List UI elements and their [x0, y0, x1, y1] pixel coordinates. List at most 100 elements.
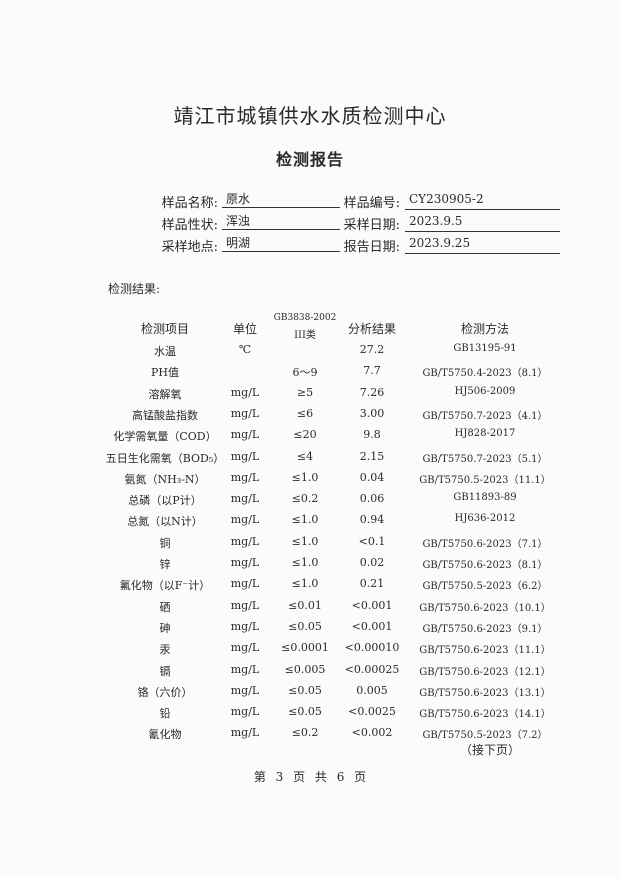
row-result: <0.002 [351, 726, 393, 740]
row-item: 氟化物（以F⁻计） [119, 579, 211, 593]
row-result: 27.2 [359, 343, 385, 356]
row-item: 高锰酸盐指数 [132, 408, 198, 422]
row-method: GB/T5750.6-2023（8.1） [422, 560, 548, 571]
row-item: 五日生化需氧（BOD₅） [105, 451, 225, 465]
row-standard: 6～9 [292, 366, 318, 380]
row-item: 总磷（以P计） [128, 494, 202, 508]
results-label: 检测结果: [108, 282, 161, 296]
row-item: 氰化物 [148, 728, 182, 742]
sample-state-label: 样品性状: [161, 218, 218, 233]
row-method: GB/T5750.5-2023（7.2） [422, 730, 548, 742]
row-unit: mg/L [230, 556, 260, 569]
row-item: 总氮（以N计） [127, 515, 203, 529]
sampling-date-label: 采样日期: [343, 218, 400, 233]
row-standard: ≤0.05 [288, 683, 322, 697]
row-standard: ≤0.01 [288, 598, 322, 612]
row-result: 7.7 [363, 364, 381, 378]
row-unit: mg/L [230, 492, 260, 506]
page-number: 第 3 页 共 6 页 [253, 770, 367, 784]
row-standard: ≤6 [296, 406, 314, 420]
row-method: GB/T5750.6-2023（11.1） [419, 645, 551, 657]
header-standard-class: III类 [294, 330, 316, 341]
row-method: GB/T5750.5-2023（11.1） [419, 474, 551, 486]
row-standard: ≤0.0001 [281, 641, 329, 655]
row-item: 化学需氧量（COD） [113, 430, 217, 444]
row-item: 溶解氧 [148, 387, 182, 401]
row-standard: ≤20 [293, 428, 317, 442]
row-unit: mg/L [230, 705, 260, 719]
row-standard: ≤0.05 [288, 705, 322, 719]
row-result: 7.26 [359, 385, 385, 399]
row-unit: mg/L [230, 428, 260, 442]
document-title: 靖江市城镇供水水质检测中心 [173, 104, 447, 128]
row-result: <0.00025 [344, 662, 400, 676]
row-unit: mg/L [230, 726, 260, 740]
row-result: 0.005 [356, 683, 388, 697]
row-result: 2.15 [359, 449, 385, 463]
row-result: 0.04 [359, 470, 385, 484]
row-unit: mg/L [230, 662, 260, 676]
sampling-site-label: 采样地点: [161, 240, 218, 255]
row-result: <0.00010 [344, 641, 400, 655]
sampling-date-value: 2023.9.5 [405, 214, 560, 232]
continued-note: （接下页） [459, 743, 520, 757]
row-item: PH值 [151, 366, 179, 380]
row-item: 铬（六价） [137, 685, 193, 699]
row-method: GB/T5750.6-2023（10.1） [419, 602, 551, 614]
row-method: GB13195-91 [453, 343, 517, 354]
row-item: 锌 [159, 558, 171, 571]
sample-no-label: 样品编号: [343, 196, 400, 211]
row-item: 铜 [159, 536, 171, 550]
row-result: 3.00 [359, 406, 385, 420]
row-standard: ≤1.0 [291, 577, 319, 591]
row-unit: mg/L [230, 470, 260, 484]
header-item: 检测项目 [140, 322, 189, 336]
report-date-label: 报告日期: [343, 240, 400, 255]
document-subtitle: 检测报告 [275, 150, 344, 169]
report-date-value: 2023.9.25 [405, 236, 560, 254]
row-method: GB/T5750.7-2023（5.1） [422, 453, 548, 465]
row-method: GB/T5750.6-2023（9.1） [422, 623, 548, 635]
row-unit: mg/L [230, 683, 260, 697]
row-result: 0.21 [359, 577, 385, 591]
row-standard: ≤1.0 [291, 534, 319, 548]
sampling-site-value: 明湖 [222, 234, 340, 252]
row-standard: ≤0.2 [291, 726, 319, 740]
row-standard: ≤1.0 [291, 556, 319, 569]
row-result: <0.001 [351, 619, 393, 633]
row-item: 汞 [159, 643, 171, 657]
row-item: 砷 [159, 621, 171, 635]
row-item: 铅 [159, 707, 171, 721]
row-standard: ≤0.05 [288, 619, 322, 633]
row-method: HJ506-2009 [454, 385, 516, 397]
row-standard: ≤1.0 [291, 470, 319, 484]
row-result: <0.1 [358, 534, 386, 548]
row-method: GB/T5750.5-2023（6.2） [422, 581, 548, 593]
row-method: GB/T5750.6-2023（13.1） [419, 687, 551, 699]
row-result: <0.001 [351, 598, 393, 612]
row-unit: mg/L [230, 641, 260, 655]
row-unit: mg/L [230, 534, 260, 548]
row-result: 0.06 [359, 492, 385, 506]
row-standard: ≤4 [296, 449, 314, 463]
row-method: HJ828-2017 [454, 428, 516, 440]
row-standard: ≥5 [296, 385, 314, 399]
row-standard: ≤1.0 [291, 513, 319, 527]
row-item: 氨氮（NH₃-N） [124, 472, 206, 486]
row-item: 镉 [159, 664, 171, 678]
row-standard: ≤0.005 [284, 662, 326, 676]
row-result: 9.8 [363, 428, 381, 442]
header-result: 分析结果 [347, 322, 396, 336]
row-method: GB/T5750.6-2023（7.1） [422, 538, 548, 550]
row-method: GB/T5750.6-2023（14.1） [419, 709, 551, 721]
row-unit: mg/L [230, 598, 260, 612]
row-result: 0.94 [359, 513, 385, 527]
header-unit: 单位 [232, 322, 257, 336]
row-unit: mg/L [230, 406, 260, 420]
row-standard: ≤0.2 [291, 492, 319, 506]
row-result: <0.0025 [348, 705, 396, 719]
row-unit: mg/L [230, 513, 260, 527]
row-item: 硒 [159, 600, 171, 614]
row-unit: mg/L [230, 577, 260, 591]
row-unit: mg/L [230, 449, 260, 463]
